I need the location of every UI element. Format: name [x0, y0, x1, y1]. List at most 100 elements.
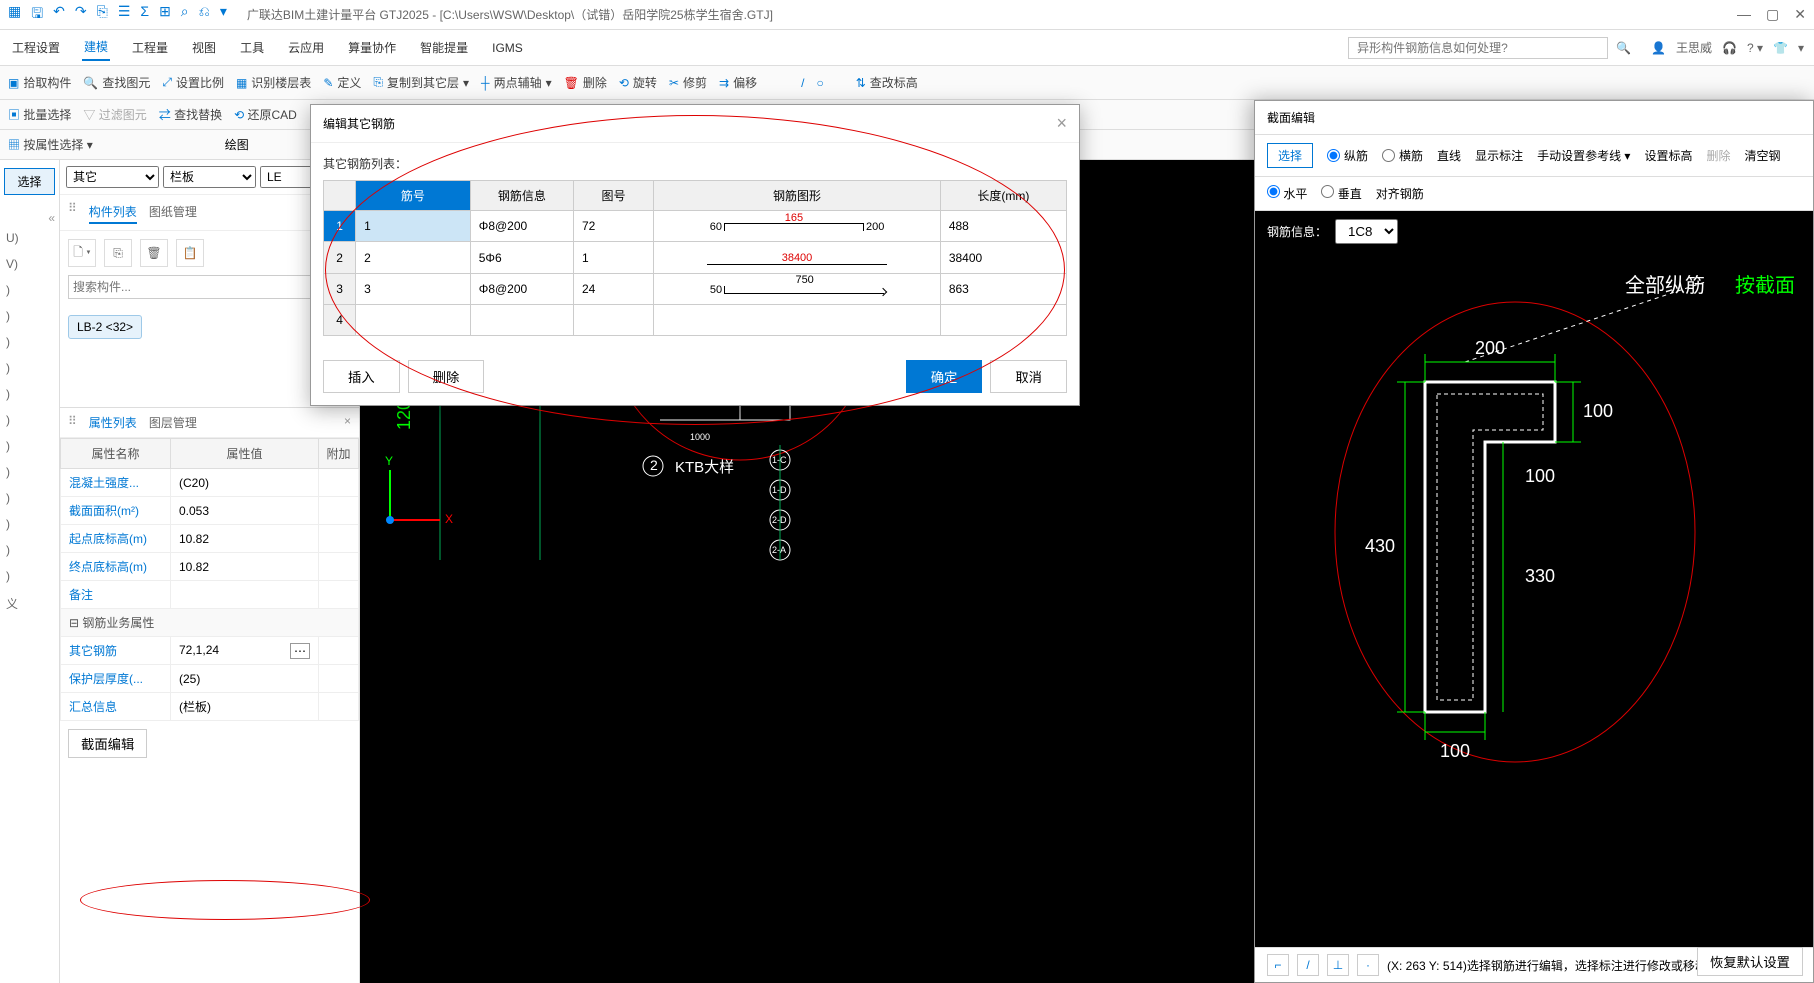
vbar-radio[interactable]: 纵筋	[1327, 147, 1368, 164]
cell[interactable]	[940, 305, 1066, 336]
row-number[interactable]: 2	[324, 242, 356, 274]
help-icon[interactable]: ? ▾	[1747, 41, 1763, 55]
draw-line-button[interactable]: /	[801, 76, 804, 90]
cell[interactable]	[470, 305, 573, 336]
cell[interactable]: 2	[356, 242, 471, 274]
cell-shape[interactable]: 60165200	[654, 211, 941, 242]
qat-icon[interactable]: Σ	[140, 3, 149, 27]
cell[interactable]	[356, 305, 471, 336]
prop-value[interactable]: (C20)	[171, 469, 319, 497]
snap-point-icon[interactable]: ·	[1357, 954, 1379, 976]
prop-group[interactable]: ⊟ 钢筋业务属性	[61, 609, 359, 637]
user-icon[interactable]: 👤	[1651, 41, 1666, 55]
left-item[interactable]: )	[4, 433, 55, 459]
insert-button[interactable]: 插入	[323, 360, 400, 393]
rotate-button[interactable]: ⟲旋转	[619, 74, 657, 91]
collapse-icon[interactable]: «	[4, 211, 55, 225]
qat-icon[interactable]: ▾	[220, 3, 227, 27]
chevron-icon[interactable]: ▾	[1798, 41, 1804, 55]
qat-icon[interactable]: ☰	[118, 3, 131, 27]
col-header[interactable]: 图号	[573, 181, 653, 211]
menu-item[interactable]: IGMS	[490, 37, 525, 59]
menu-item[interactable]: 云应用	[286, 35, 326, 60]
tab-layer-mgmt[interactable]: 图层管理	[149, 414, 197, 431]
manual-ref-button[interactable]: 手动设置参考线 ▾	[1537, 147, 1630, 164]
user-name[interactable]: 王思威	[1676, 39, 1712, 56]
left-item[interactable]: )	[4, 329, 55, 355]
section-canvas[interactable]: 全部纵筋 按截面 200 100 100	[1255, 252, 1813, 947]
qat-icon[interactable]: ⎌	[199, 3, 210, 27]
select-by-prop-button[interactable]: ▦ 按属性选择 ▾	[8, 136, 93, 153]
left-item[interactable]: )	[4, 459, 55, 485]
clear-button[interactable]: 清空钢	[1744, 147, 1780, 164]
delete-icon[interactable]: 🗑	[140, 239, 168, 267]
left-item[interactable]: )	[4, 537, 55, 563]
cell[interactable]	[573, 305, 653, 336]
qat-icon[interactable]: ▦	[8, 3, 21, 27]
prop-value[interactable]: 10.82	[171, 553, 319, 581]
maximize-icon[interactable]: ▢	[1766, 6, 1779, 23]
close-icon[interactable]: ×	[344, 414, 351, 431]
cell-shape[interactable]: 38400	[654, 242, 941, 274]
restore-cad-button[interactable]: ⟲ 还原CAD	[234, 106, 297, 123]
minimize-icon[interactable]: —	[1737, 6, 1751, 23]
help-search-input[interactable]	[1348, 37, 1608, 59]
new-icon[interactable]: 🗋 ▾	[68, 239, 96, 267]
left-item[interactable]: 义	[4, 589, 55, 618]
cell[interactable]: 863	[940, 274, 1066, 305]
menu-item[interactable]: 算量协作	[346, 35, 398, 60]
prop-value[interactable]: (25)	[171, 665, 319, 693]
delete-button[interactable]: 删除	[408, 360, 485, 393]
set-height-button[interactable]: 设置标高	[1644, 147, 1692, 164]
snap-endpoint-icon[interactable]: ⌐	[1267, 954, 1289, 976]
check-modify-height-button[interactable]: ⇅查改标高	[856, 74, 918, 91]
delete-button[interactable]: 删除	[1706, 147, 1730, 164]
paste-icon[interactable]: 📋	[176, 239, 204, 267]
left-item[interactable]: )	[4, 407, 55, 433]
batch-select-button[interactable]: ▣ 批量选择	[8, 106, 71, 123]
find-element-button[interactable]: 🔍查找图元	[83, 74, 150, 91]
menu-item[interactable]: 智能提量	[418, 35, 470, 60]
type-select[interactable]: 栏板	[163, 166, 256, 188]
close-icon[interactable]: ×	[1056, 113, 1067, 134]
set-scale-button[interactable]: ⤢设置比例	[162, 74, 224, 91]
draw-circle-button[interactable]: ○	[816, 76, 823, 90]
horiz-radio[interactable]: 水平	[1267, 185, 1307, 202]
vert-radio[interactable]: 垂直	[1321, 185, 1361, 202]
tab-component-list[interactable]: 构件列表	[89, 201, 137, 224]
align-button[interactable]: 对齐钢筋	[1376, 185, 1424, 202]
cell-shape[interactable]: 50750	[654, 274, 941, 305]
cell[interactable]	[654, 305, 941, 336]
cell[interactable]: Φ8@200	[470, 211, 573, 242]
search-icon[interactable]: 🔍	[1616, 41, 1631, 55]
qat-icon[interactable]: 🖫	[31, 3, 43, 27]
offset-button[interactable]: ⇉偏移	[719, 74, 757, 91]
snap-perp-icon[interactable]: ⊥	[1327, 954, 1349, 976]
cell[interactable]: 24	[573, 274, 653, 305]
col-header[interactable]: 钢筋信息	[470, 181, 573, 211]
cell[interactable]: 38400	[940, 242, 1066, 274]
col-header[interactable]: 钢筋图形	[654, 181, 941, 211]
prop-value[interactable]: 10.82	[171, 525, 319, 553]
restore-default-button[interactable]: 恢复默认设置	[1697, 947, 1803, 976]
menu-item[interactable]: 工具	[238, 35, 266, 60]
component-chip[interactable]: LB-2 <32>	[68, 315, 142, 339]
prop-value[interactable]	[171, 581, 319, 609]
select-mode[interactable]: 选择	[4, 168, 55, 195]
qat-icon[interactable]: ⌕	[181, 3, 189, 27]
select-button[interactable]: 选择	[1267, 143, 1313, 168]
prop-value[interactable]: 0.053	[171, 497, 319, 525]
cell[interactable]: Φ8@200	[470, 274, 573, 305]
cancel-button[interactable]: 取消	[990, 360, 1067, 393]
left-item[interactable]: )	[4, 277, 55, 303]
copy-to-layer-button[interactable]: ⎘复制到其它层 ▾	[373, 74, 469, 91]
left-item[interactable]: )	[4, 563, 55, 589]
cell[interactable]: 1	[573, 242, 653, 274]
col-header[interactable]: 长度(mm)	[940, 181, 1066, 211]
tab-drawing-mgmt[interactable]: 图纸管理	[149, 201, 197, 224]
menu-item[interactable]: 建模	[82, 34, 110, 61]
menu-item[interactable]: 工程设置	[10, 35, 62, 60]
trim-button[interactable]: ✂修剪	[669, 74, 707, 91]
menu-item[interactable]: 视图	[190, 35, 218, 60]
left-item[interactable]: )	[4, 381, 55, 407]
